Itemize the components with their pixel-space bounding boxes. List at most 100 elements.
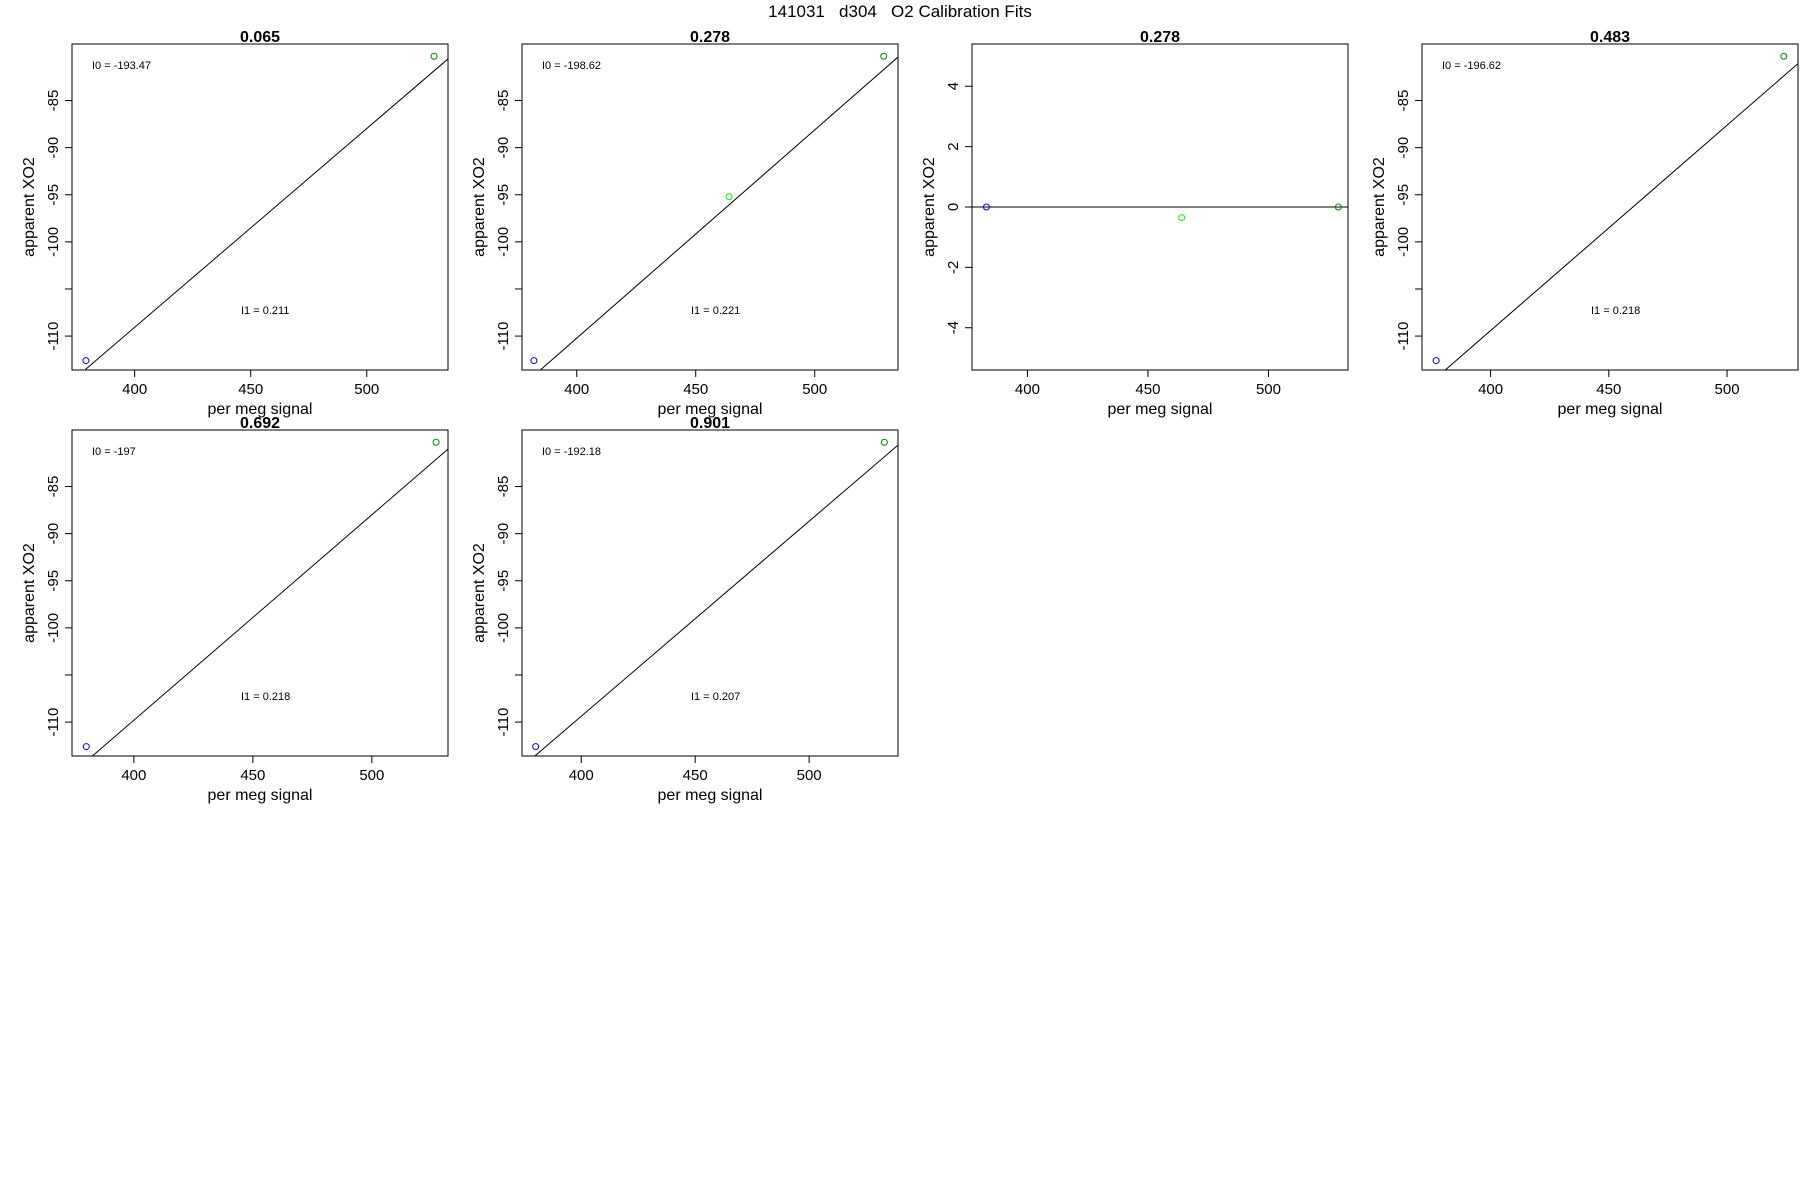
data-point <box>880 438 888 446</box>
x-tick-label: 450 <box>1596 381 1621 398</box>
plot-frame <box>1421 43 1799 371</box>
x-tick-label: 400 <box>569 767 594 784</box>
intercept-annotation: I0 = -196.62 <box>1442 60 1501 72</box>
data-point <box>1780 52 1788 60</box>
fit-line <box>84 58 448 370</box>
y-tick-label: -95 <box>45 184 62 206</box>
x-axis-label: per meg signal <box>658 787 763 804</box>
data-point <box>532 743 540 751</box>
x-tick-label: 450 <box>240 767 265 784</box>
data-point <box>82 357 90 365</box>
x-tick-label: 400 <box>122 381 147 398</box>
plot-frame <box>71 429 449 757</box>
y-tick-label: -100 <box>45 227 62 257</box>
chart-title: 0.901 <box>690 415 730 432</box>
data-point <box>82 743 90 751</box>
x-tick-label: 400 <box>121 767 146 784</box>
plot-frame <box>71 43 449 371</box>
y-tick-label: -110 <box>495 708 512 737</box>
chart-panel-3: 0.278 400 450 500 per meg signal -4 -2 0 2 4 appar… <box>921 29 1349 418</box>
y-tick-label: -4 <box>945 321 962 334</box>
x-tick-label: 400 <box>564 381 589 398</box>
y-tick-label: -90 <box>495 137 512 159</box>
y-tick-label: -110 <box>45 322 62 351</box>
y-tick-label: 4 <box>945 82 962 90</box>
chart-title: 0.483 <box>1590 29 1630 46</box>
chart-title: 0.278 <box>1140 29 1180 46</box>
y-tick-label: -95 <box>495 570 512 592</box>
y-tick-label: -85 <box>45 90 62 112</box>
slope-annotation: I1 = 0.218 <box>1591 305 1640 317</box>
fit-line <box>91 448 448 756</box>
x-tick-label: 500 <box>802 381 827 398</box>
x-axis-label: per meg signal <box>208 787 313 804</box>
data-point <box>530 357 538 365</box>
y-tick-label: -85 <box>1395 90 1412 112</box>
chart-title: 0.065 <box>240 29 280 46</box>
data-point <box>880 52 888 60</box>
y-axis-label: apparent XO2 <box>921 157 938 257</box>
y-tick-label: -95 <box>495 184 512 206</box>
y-axis-label: apparent XO2 <box>471 157 488 257</box>
x-tick-label: 450 <box>1135 381 1160 398</box>
slope-annotation: I1 = 0.211 <box>241 305 289 317</box>
y-tick-label: 2 <box>945 142 962 150</box>
y-tick-label: -90 <box>1395 137 1412 159</box>
data-point <box>430 52 438 60</box>
x-tick-label: 450 <box>683 381 708 398</box>
slope-annotation: I1 = 0.207 <box>691 691 740 703</box>
y-tick-label: -95 <box>1395 184 1412 206</box>
intercept-annotation: I0 = -192.18 <box>542 446 601 458</box>
intercept-annotation: I0 = -198.62 <box>542 60 601 72</box>
y-tick-label: -100 <box>45 613 62 643</box>
chart-panel-5: 0.692 400 450 500 per meg signal -110 -100 -95 -… <box>21 415 449 804</box>
y-tick-label: -90 <box>45 137 62 159</box>
y-axis-label: apparent XO2 <box>471 543 488 643</box>
x-tick-label: 450 <box>238 381 263 398</box>
data-point <box>1178 214 1186 222</box>
intercept-annotation: I0 = -197 <box>92 446 136 458</box>
chart-title: 0.692 <box>240 415 280 432</box>
y-axis-label: apparent XO2 <box>21 543 38 643</box>
y-tick-label: -110 <box>495 322 512 351</box>
y-axis-label: apparent XO2 <box>21 157 38 257</box>
y-tick-label: -90 <box>45 523 62 545</box>
plot-frame <box>521 429 899 757</box>
y-axis-label: apparent XO2 <box>1371 157 1388 257</box>
slope-annotation: I1 = 0.218 <box>241 691 290 703</box>
y-tick-label: -100 <box>495 227 512 257</box>
x-tick-label: 500 <box>1256 381 1281 398</box>
x-axis-label: per meg signal <box>208 401 313 418</box>
fit-line <box>534 444 898 756</box>
x-tick-label: 500 <box>359 767 384 784</box>
chart-panel-6: 0.901 400 450 500 per meg signal -110 -100 -95 -… <box>471 415 899 804</box>
chart-panel-4: 0.483 400 450 500 per meg signal -110 -100 -95 -… <box>1371 29 1799 418</box>
x-tick-label: 500 <box>1715 381 1740 398</box>
data-point <box>432 438 440 446</box>
y-tick-label: -100 <box>1395 227 1412 257</box>
chart-panel-2: 0.278 400 450 500 per meg signal -110 -100 -95 -… <box>471 29 899 418</box>
x-tick-label: 400 <box>1478 381 1503 398</box>
y-tick-label: -90 <box>495 523 512 545</box>
chart-title: 0.278 <box>690 29 730 46</box>
fit-line <box>1444 63 1798 370</box>
y-tick-label: -85 <box>495 476 512 498</box>
fit-line <box>539 56 898 370</box>
page-title: 141031 d304 O2 Calibration Fits <box>768 2 1032 21</box>
y-tick-label: -95 <box>45 570 62 592</box>
plot-frame <box>521 43 899 371</box>
y-tick-label: -85 <box>495 90 512 112</box>
y-tick-label: -110 <box>45 708 62 737</box>
intercept-annotation: I0 = -193.47 <box>92 60 151 72</box>
x-tick-label: 500 <box>354 381 379 398</box>
x-tick-label: 450 <box>683 767 708 784</box>
y-tick-label: -110 <box>1395 322 1412 351</box>
x-axis-label: per meg signal <box>1108 401 1213 418</box>
x-axis-label: per meg signal <box>1558 401 1663 418</box>
data-point <box>725 193 733 201</box>
data-point <box>1432 357 1440 365</box>
x-axis-label: per meg signal <box>658 401 763 418</box>
y-tick-label: 0 <box>945 203 962 211</box>
data-point <box>982 203 990 211</box>
